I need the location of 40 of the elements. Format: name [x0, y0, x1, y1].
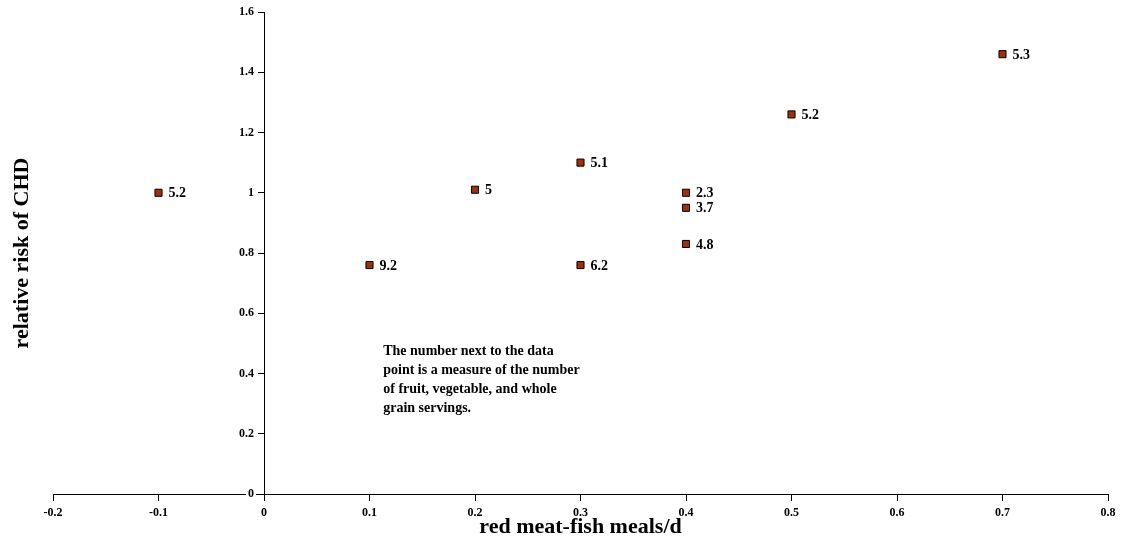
annotation: 5.2	[168, 185, 186, 201]
y-tick-label: 1.6	[239, 4, 254, 19]
annotation: 2.3	[696, 185, 714, 201]
point	[787, 110, 796, 119]
x-tick-label: 0.6	[889, 505, 905, 520]
annotation: 6.2	[590, 257, 608, 273]
x-tick-label: 0.2	[467, 505, 483, 520]
y-tick-label: 1.2	[239, 124, 254, 139]
annotation: 5.1	[590, 155, 608, 171]
point	[470, 185, 480, 194]
annotation: 9.2	[379, 257, 397, 273]
y-tick-label: 0.6	[239, 305, 254, 320]
x-tick-label: -0.2	[43, 505, 63, 520]
x-tick-label: 0	[261, 505, 267, 520]
point	[681, 239, 691, 248]
y-axis-title: relative risk of CHD	[7, 157, 33, 349]
annotation: 4.8	[696, 236, 714, 252]
x-tick-label: 0.8	[1100, 505, 1116, 520]
annotation: 3.7	[696, 200, 714, 216]
annotation: The number next to the data point is a measure of the number of fruit, vegetable, and whole grain servings.	[383, 343, 580, 416]
annotation: 5.2	[801, 107, 819, 123]
point	[681, 203, 691, 212]
point	[365, 261, 374, 270]
point	[998, 50, 1007, 59]
x-tick-label: 0.7	[995, 505, 1010, 520]
x-tick-label: 0.5	[784, 505, 799, 520]
annotation: 5.3	[1012, 46, 1030, 62]
y-tick-label: 0.2	[239, 425, 254, 440]
y-tick-label: 1	[248, 184, 254, 199]
y-tick-label: 1.4	[239, 64, 254, 79]
point	[154, 188, 163, 197]
y-tick-label: 0	[248, 486, 254, 501]
x-tick-label: -0.1	[149, 505, 168, 520]
annotation: 5	[485, 182, 492, 198]
point	[576, 261, 585, 270]
x-tick-label: 0.1	[362, 505, 377, 520]
point	[681, 188, 691, 197]
point	[576, 158, 585, 167]
y-tick-label: 0.8	[239, 245, 254, 260]
y-tick-label: 0.4	[239, 365, 254, 380]
